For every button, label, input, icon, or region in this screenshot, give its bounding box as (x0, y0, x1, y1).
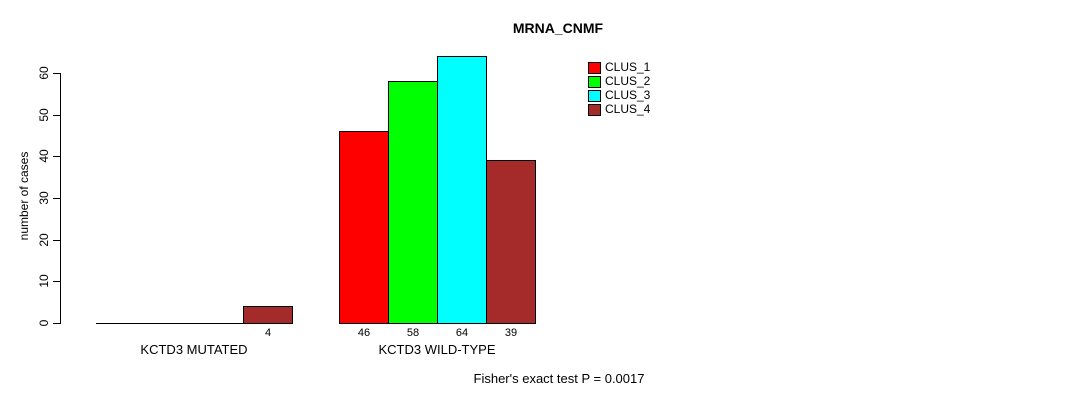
y-tick (53, 240, 60, 241)
zero-bar-line (96, 323, 146, 324)
legend-swatch (588, 61, 601, 74)
chart-title: MRNA_CNMF (512, 20, 604, 36)
bar (437, 56, 487, 324)
category-label: KCTD3 MUTATED (140, 342, 248, 357)
y-tick-label: 50 (37, 108, 51, 122)
y-tick-label: 20 (37, 233, 51, 247)
y-tick-label: 30 (37, 191, 51, 205)
y-tick (53, 281, 60, 282)
legend-item: CLUS_4 (588, 103, 650, 116)
legend-item: CLUS_2 (588, 75, 650, 88)
legend-swatch (588, 103, 601, 116)
y-tick-label: 60 (37, 66, 51, 80)
y-tick-label: 40 (37, 149, 51, 163)
bar (339, 131, 389, 324)
bar (388, 81, 438, 324)
legend-label: CLUS_1 (605, 60, 651, 74)
legend: CLUS_1 CLUS_2 CLUS_3 CLUS_4 (588, 61, 650, 117)
bar-value-label: 39 (504, 327, 518, 339)
y-tick-label: 10 (37, 274, 51, 288)
y-axis-label: number of cases (17, 151, 31, 241)
y-tick (53, 115, 60, 116)
y-tick (53, 73, 60, 74)
legend-item: CLUS_3 (588, 89, 650, 102)
y-tick (53, 198, 60, 199)
legend-swatch (588, 75, 601, 88)
annotation-text: Fisher's exact test P = 0.0017 (473, 371, 645, 386)
y-tick (53, 323, 60, 324)
bar-value-label: 4 (264, 327, 272, 339)
zero-bar-line (145, 323, 195, 324)
legend-swatch (588, 89, 601, 102)
category-label: KCTD3 WILD-TYPE (378, 342, 496, 357)
legend-label: CLUS_4 (605, 102, 651, 116)
y-tick (53, 156, 60, 157)
y-tick-label: 0 (37, 319, 51, 327)
legend-label: CLUS_3 (605, 88, 651, 102)
y-axis-line (60, 73, 61, 324)
legend-label: CLUS_2 (605, 74, 651, 88)
zero-bar-line (194, 323, 244, 324)
legend-item: CLUS_1 (588, 61, 650, 74)
bar-value-label: 46 (357, 327, 371, 339)
bar (486, 160, 536, 324)
bar (243, 306, 293, 324)
bar-value-label: 64 (455, 327, 469, 339)
bar-value-label: 58 (406, 327, 420, 339)
